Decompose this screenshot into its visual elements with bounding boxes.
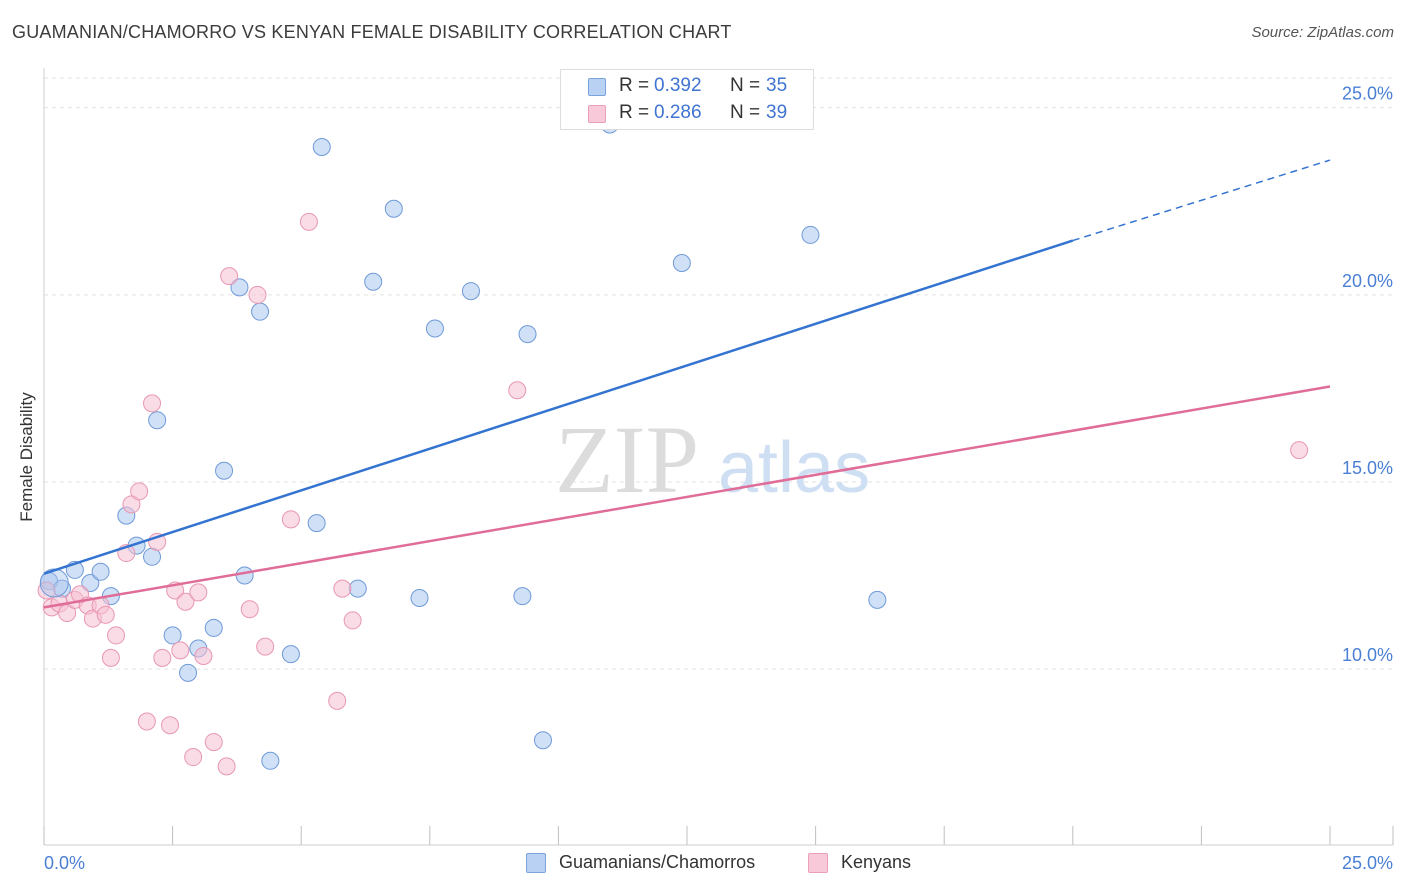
x-tick-label-left: 0.0%	[44, 853, 85, 873]
point-guamanians-30	[533, 731, 552, 750]
point-kenyans-38	[37, 581, 56, 600]
point-guamanians-29	[518, 325, 537, 344]
legend-swatch-blue	[588, 78, 606, 96]
point-kenyans-32	[299, 212, 318, 231]
stats-row-guamanians: R = 0.392 N = 35	[561, 75, 813, 99]
point-guamanians-24	[384, 199, 403, 218]
r-label: R =	[619, 75, 650, 96]
point-kenyans-29	[248, 285, 267, 304]
point-kenyans-31	[281, 510, 300, 529]
point-kenyans-36	[508, 381, 527, 400]
y-tick-label-3: 25.0%	[1342, 84, 1393, 104]
point-kenyans-27	[220, 267, 239, 286]
point-guamanians-18	[261, 751, 280, 770]
n-value-guamanians: 35	[766, 75, 788, 96]
point-guamanians-23	[364, 272, 383, 291]
point-guamanians-11	[179, 663, 198, 682]
legend-swatch-pink	[588, 105, 606, 123]
point-guamanians-16	[235, 566, 254, 585]
watermark-atlas: atlas	[718, 428, 870, 508]
point-kenyans-9	[101, 648, 120, 667]
watermark-zip: ZIP	[555, 406, 699, 513]
point-guamanians-10	[163, 626, 182, 645]
point-guamanians-34	[868, 590, 887, 609]
point-kenyans-18	[161, 716, 180, 735]
r-value-kenyans: 0.286	[654, 102, 702, 123]
point-kenyans-20	[171, 641, 190, 660]
legend-label-kenyans: Kenyans	[841, 852, 912, 872]
point-guamanians-32	[672, 254, 691, 273]
x-tick-label-right: 25.0%	[1342, 853, 1393, 873]
point-kenyans-23	[189, 583, 208, 602]
x-tick-labels: 0.0% 25.0%	[44, 853, 1393, 873]
y-tick-label-0: 10.0%	[1342, 645, 1393, 665]
trend-line-guamanians-extrapolated	[1072, 159, 1331, 242]
point-guamanians-20	[312, 137, 331, 156]
point-guamanians-9	[148, 411, 167, 430]
point-kenyans-22	[184, 748, 203, 767]
point-kenyans-33	[328, 691, 347, 710]
n-label: N =	[730, 75, 761, 96]
point-kenyans-30	[256, 637, 275, 656]
point-guamanians-3	[81, 574, 100, 593]
point-kenyans-35	[343, 611, 362, 630]
trend-line-guamanians	[43, 239, 1074, 575]
point-kenyans-14	[137, 712, 156, 731]
point-kenyans-24	[194, 646, 213, 665]
trend-line-kenyans	[43, 385, 1331, 609]
point-guamanians-25	[410, 588, 429, 607]
stats-row-kenyans: R = 0.286 N = 39	[561, 102, 813, 126]
point-kenyans-34	[333, 579, 352, 598]
point-guamanians-27	[461, 282, 480, 301]
axes	[43, 68, 1394, 846]
point-guamanians-4	[91, 562, 110, 581]
source-label: Source: ZipAtlas.com	[1251, 24, 1394, 41]
y-tick-label-1: 15.0%	[1342, 458, 1393, 478]
r-value-guamanians: 0.392	[654, 75, 702, 96]
point-guamanians-22	[348, 579, 367, 598]
r-label: R =	[619, 102, 650, 123]
point-guamanians-8	[143, 547, 162, 566]
trend-lines	[43, 159, 1331, 609]
y-tick-labels: 10.0% 15.0% 20.0% 25.0%	[1342, 84, 1393, 665]
stats-legend: R = 0.392 N = 35 R = 0.286 N = 39	[560, 69, 814, 130]
point-guamanians-13	[204, 618, 223, 637]
data-points	[37, 115, 1309, 776]
point-guamanians-21	[307, 514, 326, 533]
watermark: ZIP atlas	[555, 406, 870, 513]
point-guamanians-33	[801, 225, 820, 244]
point-guamanians-19	[281, 645, 300, 664]
point-guamanians-14	[215, 461, 234, 480]
chart-title: GUAMANIAN/CHAMORRO VS KENYAN FEMALE DISA…	[12, 22, 732, 42]
legend-label-guamanians: Guamanians/Chamorros	[559, 852, 756, 872]
point-guamanians-15	[230, 278, 249, 297]
point-kenyans-28	[240, 600, 259, 619]
point-kenyans-13	[130, 482, 149, 501]
point-kenyans-37	[1290, 441, 1309, 460]
legend-swatch-blue	[526, 853, 546, 873]
y-tick-label-2: 20.0%	[1342, 271, 1393, 291]
series-legend: Guamanians/Chamorros Kenyans	[0, 852, 1406, 878]
legend-swatch-pink	[808, 853, 828, 873]
point-kenyans-17	[153, 648, 172, 667]
n-label: N =	[730, 102, 761, 123]
point-guamanians-26	[425, 319, 444, 338]
point-guamanians-17	[251, 302, 270, 321]
point-kenyans-10	[107, 626, 126, 645]
n-value-kenyans: 39	[766, 102, 788, 123]
point-kenyans-26	[217, 757, 236, 776]
point-guamanians-28	[513, 587, 532, 606]
point-kenyans-21	[176, 592, 195, 611]
point-kenyans-25	[204, 733, 223, 752]
point-kenyans-15	[143, 394, 162, 413]
point-kenyans-8	[96, 605, 115, 624]
